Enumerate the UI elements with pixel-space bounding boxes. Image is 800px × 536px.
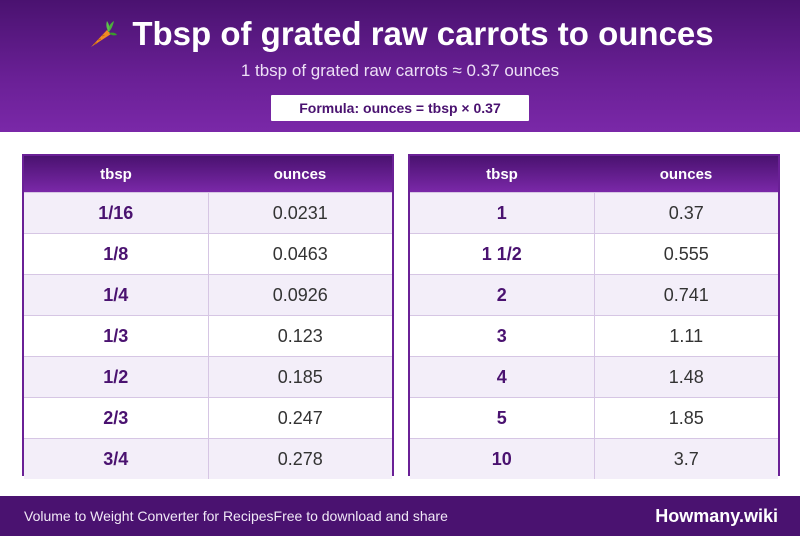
table-row: 1/16 0.0231 [24,192,392,233]
ounces-cell: 0.278 [277,448,323,469]
ounces-cell: 0.123 [277,325,323,346]
tbsp-cell: 1 [410,193,595,233]
table-row: 10 3.7 [410,438,778,479]
tbsp-cell: 1/16 [24,193,209,233]
table-row: 3/4 0.278 [24,438,392,479]
tbsp-cell: 1/2 [24,357,209,397]
table-header: tbsp ounces [410,156,778,192]
table-row: 1/3 0.123 [24,315,392,356]
tbsp-cell: 1 1/2 [410,234,595,274]
footer-converter-text: Volume to Weight Converter for Recipes [24,508,274,524]
table-row: 1 0.37 [410,192,778,233]
ounces-cell: 0.555 [663,243,709,264]
tbsp-cell: 4 [410,357,595,397]
ounces-cell: 0.185 [277,366,323,387]
table-header: tbsp ounces [24,156,392,192]
tbsp-cell: 3/4 [24,439,209,479]
table-row: 3 1.11 [410,315,778,356]
conversion-table-right: tbsp ounces 1 0.37 1 1/2 0.555 2 0.741 3 1.1… [408,154,780,479]
ounces-cell: 0.741 [663,284,709,305]
brand-logo[interactable]: Howmany.wiki [655,506,778,526]
table-row: 1/2 0.185 [24,356,392,397]
ounces-cell: 3.7 [673,448,699,469]
header-banner: Tbsp of grated raw carrots to ounces 1 t… [0,0,800,132]
table-row: 2 0.741 [410,274,778,315]
table-row: 5 1.85 [410,397,778,438]
tbsp-cell: 2/3 [24,398,209,438]
table-row: 4 1.48 [410,356,778,397]
table-body: 1 0.37 1 1/2 0.555 2 0.741 3 1.11 4 1.48 5 1.8… [410,192,778,479]
column-header-tbsp: tbsp [100,165,132,183]
ounces-cell: 1.85 [668,407,704,428]
tbsp-cell: 5 [410,398,595,438]
tbsp-cell: 10 [410,439,595,479]
conversion-table-left: tbsp ounces 1/16 0.0231 1/8 0.0463 1/4 0.09… [22,154,394,479]
column-header-tbsp: tbsp [486,165,518,183]
table-row: 1/8 0.0463 [24,233,392,274]
footer: Volume to Weight Converter for RecipesFr… [0,496,800,536]
ounces-cell: 1.11 [669,325,704,346]
subtitle: 1 tbsp of grated raw carrots ≈ 0.37 ounc… [240,61,560,80]
ounces-cell: 0.0926 [272,284,328,305]
ounces-cell: 0.0463 [272,243,328,264]
carrot-icon [91,21,118,47]
column-header-ounces: ounces [659,165,713,183]
table-row: 1/4 0.0926 [24,274,392,315]
formula-box: Formula: ounces = tbsp × 0.37 [271,95,529,121]
table-row: 2/3 0.247 [24,397,392,438]
ounces-cell: 1.48 [668,366,704,387]
tbsp-cell: 1/8 [24,234,209,274]
tbsp-cell: 1/3 [24,316,209,356]
ounces-cell: 0.0231 [272,202,328,223]
footer-share-text: Free to download and share [273,508,448,524]
ounces-cell: 0.37 [668,202,704,223]
tbsp-cell: 3 [410,316,595,356]
tbsp-cell: 1/4 [24,275,209,315]
tbsp-cell: 2 [410,275,595,315]
footer-caption: Volume to Weight Converter for RecipesFr… [24,496,448,536]
page-title: Tbsp of grated raw carrots to ounces [0,14,800,54]
table-row: 1 1/2 0.555 [410,233,778,274]
title-text: Tbsp of grated raw carrots to ounces [132,15,714,52]
column-header-ounces: ounces [273,165,327,183]
ounces-cell: 0.247 [277,407,323,428]
table-body: 1/16 0.0231 1/8 0.0463 1/4 0.0926 1/3 0.123 … [24,192,392,479]
